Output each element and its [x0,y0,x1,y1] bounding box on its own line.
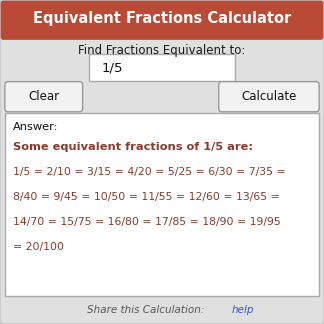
FancyBboxPatch shape [219,82,319,112]
FancyBboxPatch shape [5,82,83,112]
FancyBboxPatch shape [5,113,319,296]
Text: 1/5: 1/5 [102,61,123,74]
Text: Calculate: Calculate [241,90,296,103]
Text: Clear: Clear [28,90,59,103]
Text: 14/70 = 15/75 = 16/80 = 17/85 = 18/90 = 19/95: 14/70 = 15/75 = 16/80 = 17/85 = 18/90 = … [13,217,281,226]
Text: Find Fractions Equivalent to:: Find Fractions Equivalent to: [78,44,246,57]
FancyBboxPatch shape [1,1,323,40]
Text: Answer:: Answer: [13,122,58,132]
Text: 1/5 = 2/10 = 3/15 = 4/20 = 5/25 = 6/30 = 7/35 =: 1/5 = 2/10 = 3/15 = 4/20 = 5/25 = 6/30 =… [13,167,285,177]
FancyBboxPatch shape [89,54,235,81]
Text: Share this Calculation:: Share this Calculation: [87,306,208,315]
Text: Equivalent Fractions Calculator: Equivalent Fractions Calculator [33,11,291,26]
Text: help: help [232,306,254,315]
Text: = 20/100: = 20/100 [13,242,64,251]
Text: 8/40 = 9/45 = 10/50 = 11/55 = 12/60 = 13/65 =: 8/40 = 9/45 = 10/50 = 11/55 = 12/60 = 13… [13,192,280,202]
Text: Some equivalent fractions of 1/5 are:: Some equivalent fractions of 1/5 are: [13,143,253,152]
